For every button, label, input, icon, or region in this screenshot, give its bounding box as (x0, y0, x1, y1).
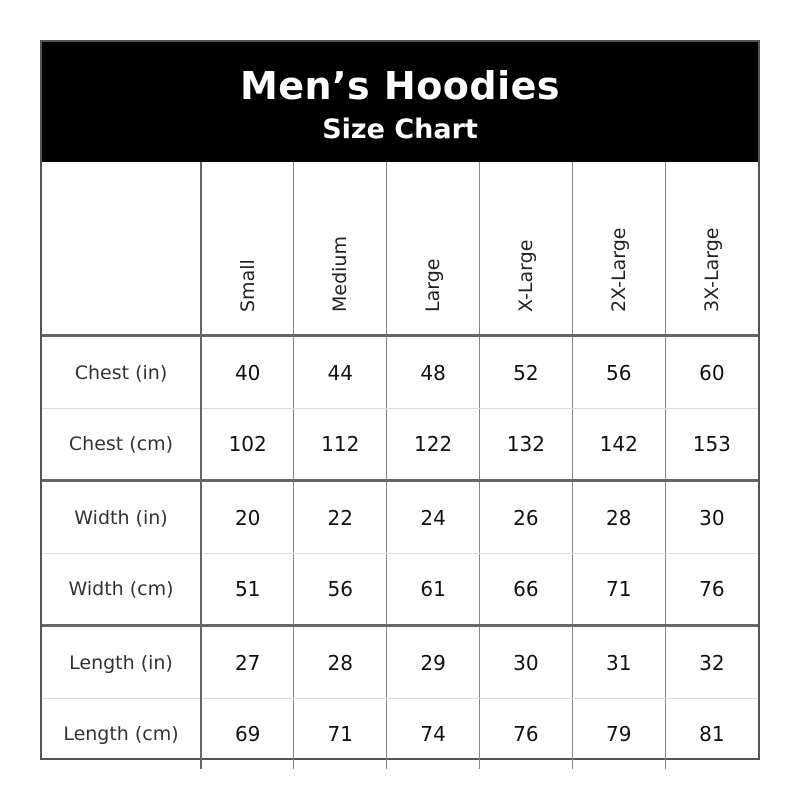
chart-header: Men’s Hoodies Size Chart (42, 42, 758, 162)
measurement-value: 102 (200, 408, 294, 482)
measurement-value: 71 (571, 553, 666, 627)
measurement-label: Length (in) (42, 625, 202, 699)
measurement-value: 71 (293, 698, 387, 769)
size-header: X-Large (478, 162, 573, 337)
size-label: Large (422, 258, 445, 312)
table-row: Width (in) 20 22 24 26 28 30 (42, 480, 758, 554)
measurement-value: 56 (293, 553, 387, 627)
chart-title: Men’s Hoodies (239, 64, 561, 108)
size-header: Medium (293, 162, 387, 337)
corner-cell (42, 162, 202, 337)
measurement-value: 132 (478, 408, 573, 482)
measurement-value: 30 (664, 480, 758, 554)
size-table: Small Medium Large X-Large 2X-Large 3X-Large … (42, 162, 758, 769)
measurement-value: 20 (200, 480, 294, 554)
measurement-value: 69 (200, 698, 294, 769)
table-row: Chest (in) 40 44 48 52 56 60 (42, 335, 758, 409)
measurement-label: Width (in) (42, 480, 202, 554)
measurement-value: 56 (571, 335, 666, 409)
measurement-value: 74 (386, 698, 480, 769)
table-row: Length (in) 27 28 29 30 31 32 (42, 625, 758, 699)
table-row: Width (cm) 51 56 61 66 71 76 (42, 553, 758, 627)
measurement-value: 48 (386, 335, 480, 409)
measurement-value: 122 (386, 408, 480, 482)
measurement-value: 40 (200, 335, 294, 409)
measurement-value: 28 (293, 625, 387, 699)
measurement-value: 26 (478, 480, 573, 554)
size-chart: Men’s Hoodies Size Chart Small Medium Larg… (40, 40, 760, 769)
measurement-value: 61 (386, 553, 480, 627)
measurement-value: 28 (571, 480, 666, 554)
measurement-value: 22 (293, 480, 387, 554)
measurement-value: 66 (478, 553, 573, 627)
measurement-label: Chest (cm) (42, 408, 202, 482)
size-header-row: Small Medium Large X-Large 2X-Large 3X-Large (42, 162, 758, 337)
size-header: Large (386, 162, 480, 337)
measurement-value: 112 (293, 408, 387, 482)
measurement-label: Chest (in) (42, 335, 202, 409)
size-header: Small (200, 162, 294, 337)
measurement-value: 60 (664, 335, 758, 409)
measurement-value: 32 (664, 625, 758, 699)
measurement-label: Width (cm) (42, 553, 202, 627)
measurement-value: 79 (571, 698, 666, 769)
chart-subtitle: Size Chart (322, 114, 478, 145)
size-label: X-Large (514, 239, 537, 312)
measurement-value: 27 (200, 625, 294, 699)
measurement-value: 29 (386, 625, 480, 699)
measurement-value: 142 (571, 408, 666, 482)
measurement-value: 76 (664, 553, 758, 627)
measurement-value: 51 (200, 553, 294, 627)
measurement-label: Length (cm) (42, 698, 202, 769)
measurement-value: 24 (386, 480, 480, 554)
size-header: 2X-Large (571, 162, 666, 337)
measurement-value: 31 (571, 625, 666, 699)
measurement-value: 52 (478, 335, 573, 409)
measurement-value: 153 (664, 408, 758, 482)
measurement-value: 44 (293, 335, 387, 409)
size-label: 2X-Large (607, 227, 630, 312)
size-header: 3X-Large (664, 162, 758, 337)
size-label: 3X-Large (700, 227, 723, 312)
table-row: Length (cm) 69 71 74 76 79 81 (42, 698, 758, 769)
size-label: Medium (329, 236, 352, 312)
size-label: Small (236, 259, 259, 312)
measurement-value: 30 (478, 625, 573, 699)
measurement-value: 76 (478, 698, 573, 769)
table-row: Chest (cm) 102 112 122 132 142 153 (42, 408, 758, 482)
measurement-value: 81 (664, 698, 758, 769)
